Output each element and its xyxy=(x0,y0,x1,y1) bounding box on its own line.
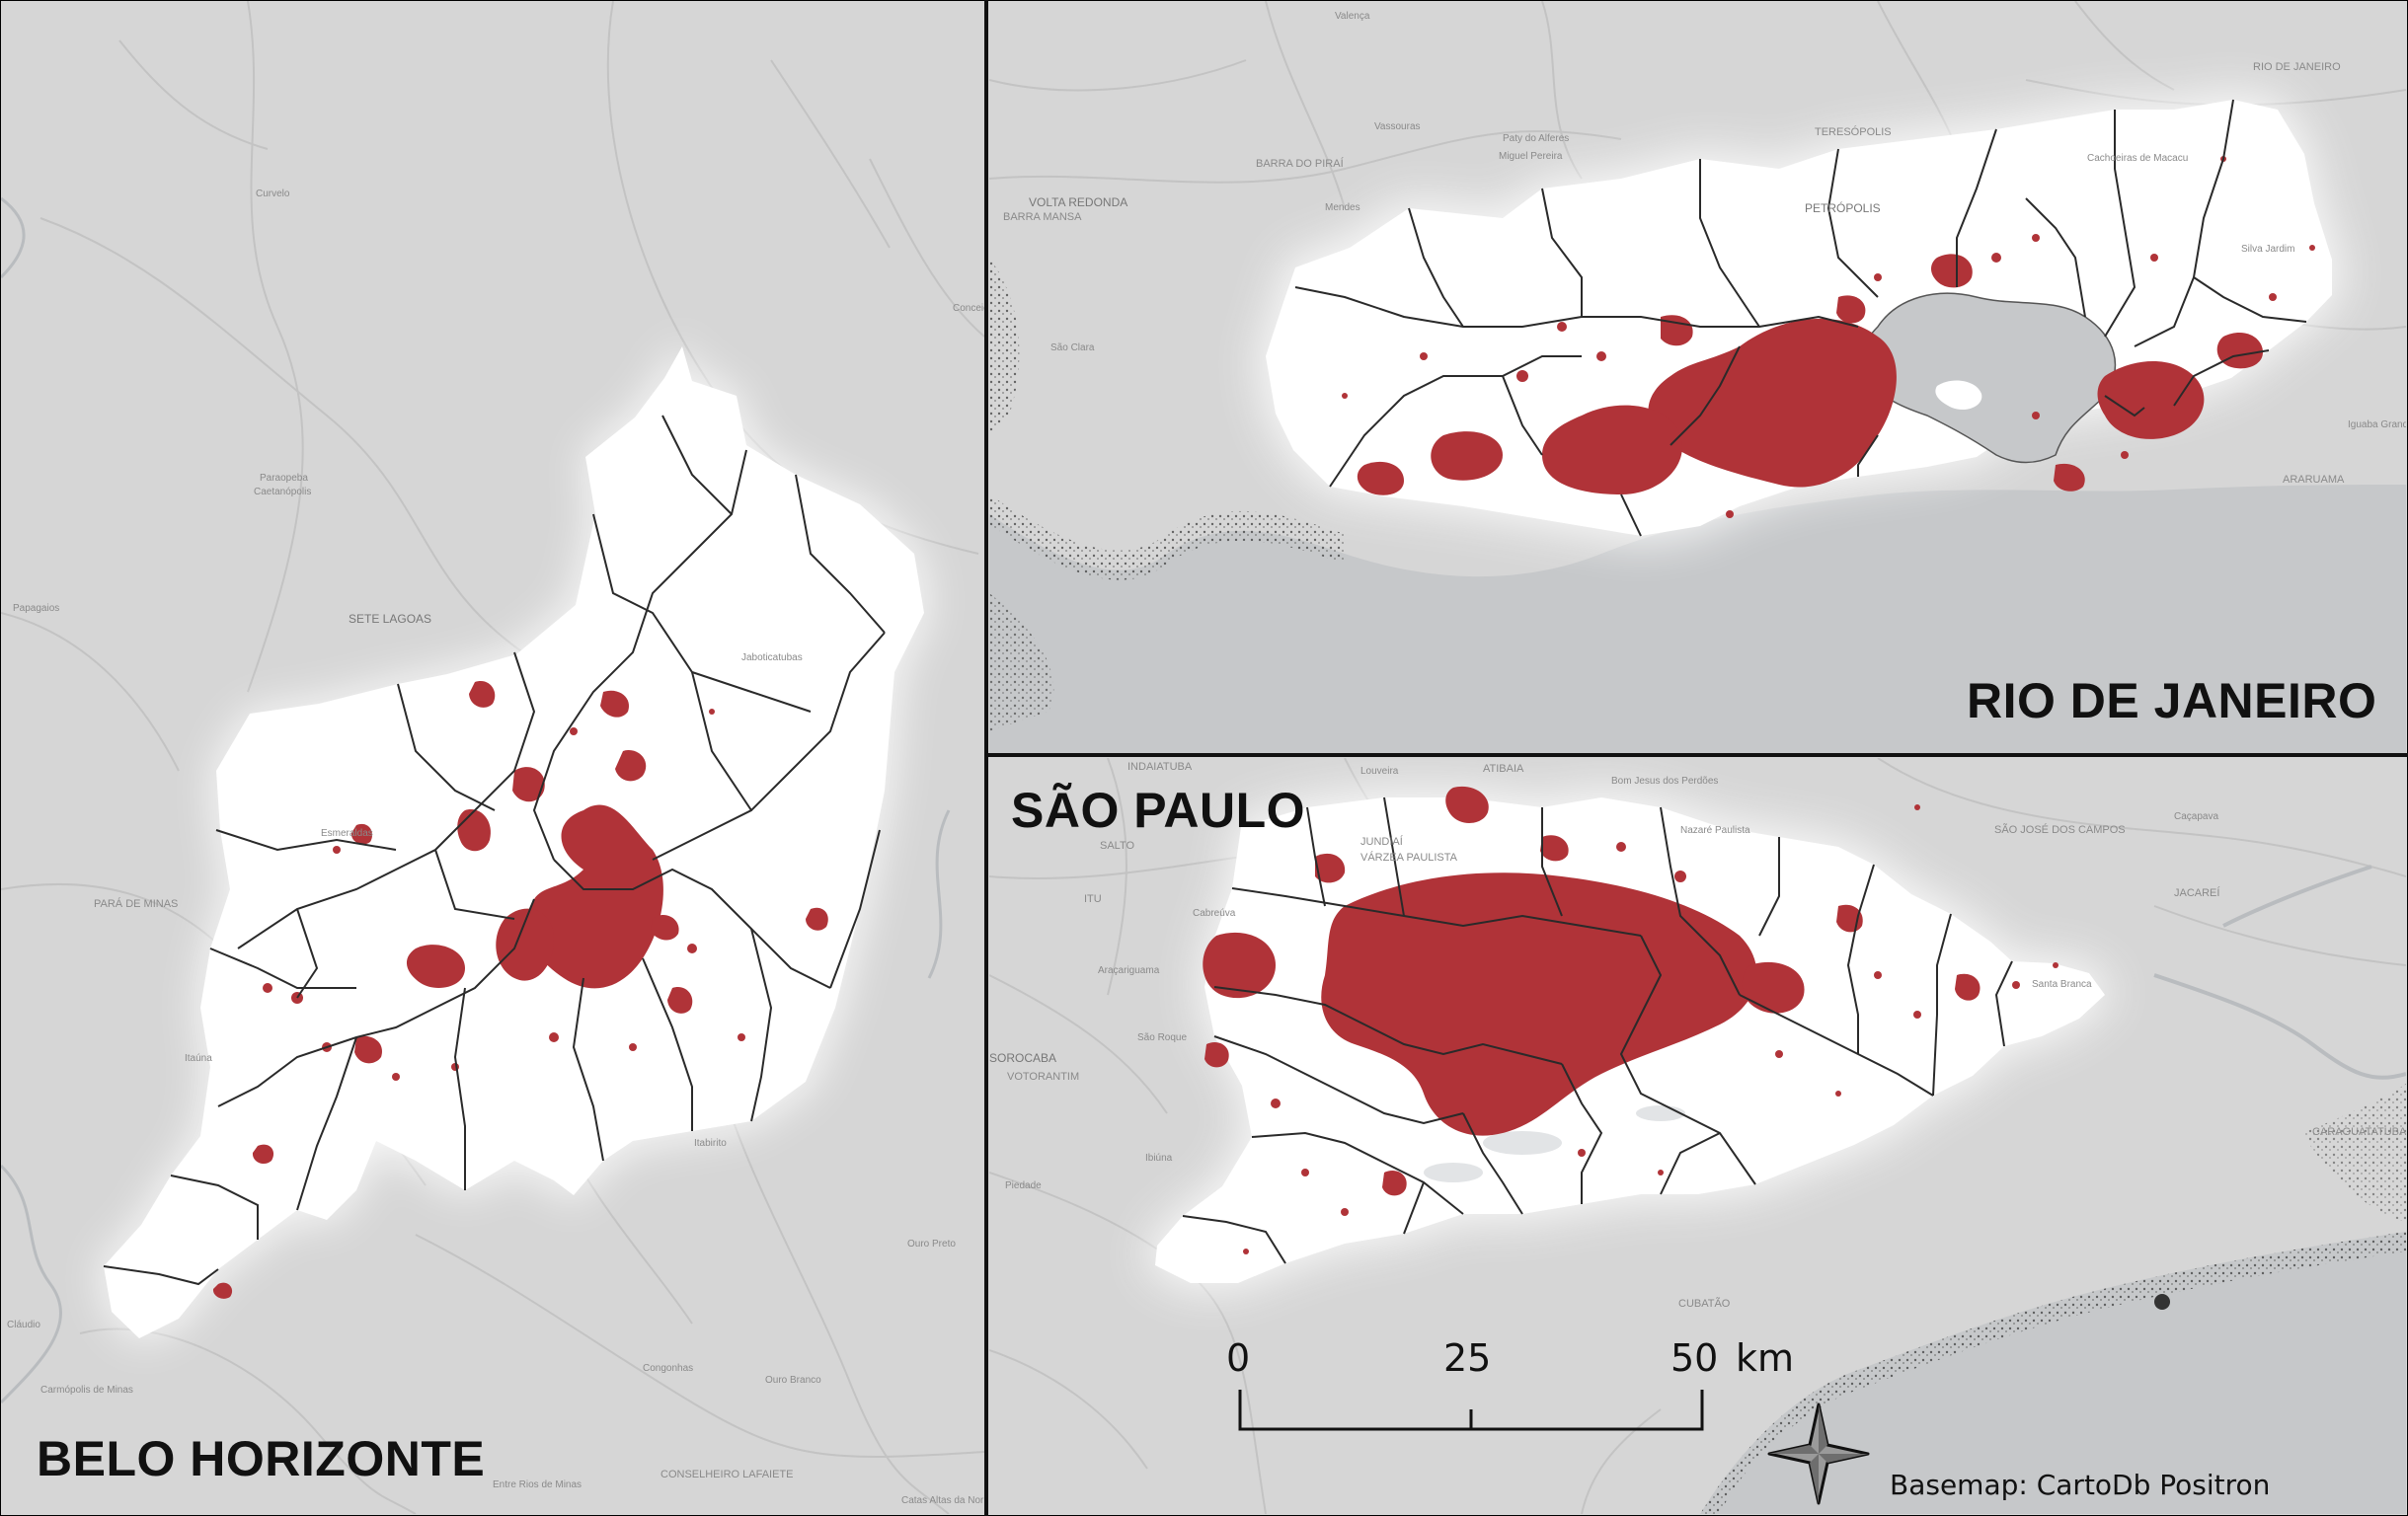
place-label: Cachoeiras de Macacu xyxy=(2087,153,2188,164)
place-label: VOLTA REDONDA xyxy=(1029,195,1127,209)
place-label: JACAREÍ xyxy=(2174,886,2220,899)
place-label: CARAGUATATUBA xyxy=(2312,1126,2406,1138)
place-label: Itabirito xyxy=(694,1138,727,1149)
panel-title-belo-horizonte: BELO HORIZONTE xyxy=(37,1431,486,1486)
map-panel-belo-horizonte: Curvelo Paraopeba Caetanópolis SETE LAGO… xyxy=(1,1,984,1514)
place-label: SOROCABA xyxy=(989,1051,1056,1065)
scale-tick-label: 50 xyxy=(1670,1336,1719,1380)
urban-footprint xyxy=(1203,786,2058,1254)
place-label: Ibiúna xyxy=(1145,1153,1173,1164)
place-label: Iguaba Grande xyxy=(2348,419,2406,430)
place-label: Cláudio xyxy=(7,1320,40,1330)
panel-divider-vertical xyxy=(984,0,988,1516)
place-label: Congonhas xyxy=(643,1363,693,1374)
panel-title-rio-de-janeiro: RIO DE JANEIRO xyxy=(1967,673,2377,728)
place-label: Catas Altas da Noruega xyxy=(901,1495,984,1506)
metro-area-outline xyxy=(104,346,924,1338)
municipal-boundaries xyxy=(1182,796,2013,1264)
place-label: BARRA DO PIRAÍ xyxy=(1256,157,1345,170)
map-belo-horizonte: Curvelo Paraopeba Caetanópolis SETE LAGO… xyxy=(1,1,984,1514)
place-label: Vassouras xyxy=(1374,121,1421,132)
place-label: Paraopeba xyxy=(260,473,308,484)
ocean xyxy=(1700,1232,2406,1514)
basemap-attribution: Basemap: CartoDb Positron xyxy=(1890,1469,2271,1501)
place-label: Paty do Alferes xyxy=(1503,133,1569,144)
place-label: PETRÓPOLIS xyxy=(1805,200,1881,215)
place-label: Nazaré Paulista xyxy=(1680,825,1750,836)
place-label: Cabreúva xyxy=(1193,908,1236,919)
municipal-boundaries xyxy=(1294,99,2307,537)
scale-tick-label: 25 xyxy=(1443,1336,1492,1380)
basemap-water xyxy=(1,196,951,1404)
place-label: Entre Rios de Minas xyxy=(493,1479,582,1490)
place-label: TERESÓPOLIS xyxy=(1815,125,1892,138)
place-label: São Clara xyxy=(1050,342,1095,353)
place-label: ARARUAMA xyxy=(2283,474,2345,486)
place-label: Papagaios xyxy=(13,603,59,614)
place-label: ITU xyxy=(1084,893,1102,905)
place-label: BARRA MANSA xyxy=(1003,211,1082,223)
place-label: VÁRZEA PAULISTA xyxy=(1360,851,1458,864)
place-label: SETE LAGOAS xyxy=(349,612,431,626)
place-label: Mendes xyxy=(1325,202,1360,213)
place-label: São Roque xyxy=(1137,1032,1187,1043)
urban-footprint xyxy=(212,681,828,1299)
ocean xyxy=(989,485,2406,753)
map-panel-sao-paulo: INDAIATUBA Louveira ATIBAIA Bom Jesus do… xyxy=(989,758,2406,1514)
place-label: Carmópolis de Minas xyxy=(40,1385,133,1396)
scale-tick-label: 0 xyxy=(1226,1336,1251,1380)
urban-footprint xyxy=(1342,156,2315,518)
place-label: Ouro Preto xyxy=(907,1239,956,1250)
place-label: Itaúna xyxy=(185,1053,212,1064)
place-label: CUBATÃO xyxy=(1678,1297,1731,1310)
place-label: Caçapava xyxy=(2174,811,2218,822)
place-label: Santa Branca xyxy=(2032,979,2092,990)
municipal-boundaries xyxy=(103,415,886,1286)
place-label: Esmeraldas xyxy=(321,828,373,839)
place-label: Piedade xyxy=(1005,1180,1042,1191)
map-rio-de-janeiro: Valença VOLTA REDONDA BARRA MANSA BARRA … xyxy=(989,1,2406,753)
place-label: Silva Jardim xyxy=(2241,244,2294,255)
place-label: Bom Jesus dos Perdões xyxy=(1611,776,1718,787)
metro-area-outline xyxy=(1266,100,2332,536)
scale-bar xyxy=(1238,1390,1704,1431)
map-panel-rio-de-janeiro: Valença VOLTA REDONDA BARRA MANSA BARRA … xyxy=(989,1,2406,753)
place-label: Araçariguama xyxy=(1098,965,1160,976)
place-label: Curvelo xyxy=(256,189,290,199)
place-label: VOTORANTIM xyxy=(1007,1071,1079,1083)
place-label: Caetanópolis xyxy=(254,487,311,497)
place-label: JUNDIAÍ xyxy=(1360,835,1404,848)
place-label: Ouro Branco xyxy=(765,1375,821,1386)
place-label: Louveira xyxy=(1360,766,1399,777)
place-label: Jaboticatubas xyxy=(741,652,803,663)
panel-divider-horizontal xyxy=(987,753,2408,757)
place-label: CONSELHEIRO LAFAIETE xyxy=(660,1469,793,1480)
place-label: Valença xyxy=(1335,11,1370,22)
place-label: RIO DE JANEIRO xyxy=(2253,61,2341,73)
place-label: Miguel Pereira xyxy=(1499,151,1563,162)
north-arrow xyxy=(1767,1402,1870,1505)
scale-unit-label: km xyxy=(1736,1336,1795,1380)
place-label: INDAIATUBA xyxy=(1127,761,1193,773)
place-label: PARÁ DE MINAS xyxy=(94,897,178,910)
basemap-water xyxy=(2153,865,2406,1080)
place-label: SALTO xyxy=(1100,840,1134,852)
map-sao-paulo: INDAIATUBA Louveira ATIBAIA Bom Jesus do… xyxy=(989,758,2406,1514)
place-label: SÃO JOSÉ DOS CAMPOS xyxy=(1994,823,2126,836)
place-label: Conceição do Mato xyxy=(953,303,984,314)
panel-title-sao-paulo: SÃO PAULO xyxy=(1011,783,1306,838)
place-label: ATIBAIA xyxy=(1483,763,1524,775)
